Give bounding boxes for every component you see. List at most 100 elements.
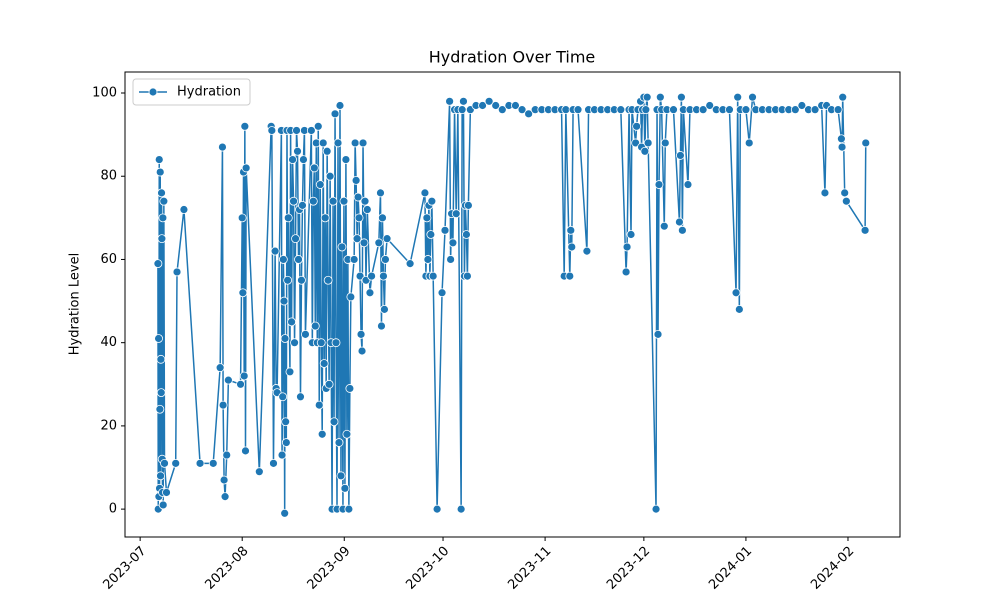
y-tick-label: 80: [100, 169, 117, 184]
data-point: [381, 255, 390, 264]
data-point: [676, 151, 685, 160]
data-point: [643, 138, 653, 148]
data-point: [362, 205, 372, 214]
data-point: [322, 146, 332, 156]
data-point: [352, 234, 362, 244]
data-point: [860, 225, 870, 235]
data-point: [642, 92, 652, 102]
data-point: [677, 225, 687, 235]
data-point: [306, 126, 316, 135]
data-point: [328, 196, 338, 206]
data-point: [154, 334, 163, 343]
data-point: [405, 259, 415, 269]
data-point: [462, 230, 471, 239]
data-point: [283, 275, 293, 285]
data-point: [314, 400, 324, 410]
data-point: [337, 242, 347, 252]
data-point: [861, 138, 871, 148]
data-point: [566, 225, 576, 235]
data-point: [160, 458, 169, 468]
data-point: [837, 142, 847, 152]
data-point: [290, 338, 299, 348]
data-point: [158, 500, 168, 510]
data-point: [459, 96, 468, 106]
data-point: [195, 458, 205, 468]
data-point: [354, 213, 364, 223]
data-point: [301, 329, 310, 339]
data-point: [238, 288, 248, 298]
data-point: [626, 230, 636, 239]
data-point: [833, 105, 843, 115]
data-point: [236, 379, 245, 389]
data-point: [382, 234, 392, 244]
data-point: [836, 134, 846, 144]
data-point: [356, 329, 366, 339]
y-tick-label: 100: [92, 86, 117, 101]
data-point: [283, 213, 293, 223]
data-point: [351, 175, 361, 185]
data-point: [353, 192, 363, 202]
data-point: [440, 225, 450, 235]
data-point: [172, 267, 182, 277]
data-point: [280, 334, 290, 343]
data-point: [491, 101, 501, 110]
data-point: [733, 92, 743, 102]
data-point: [316, 338, 326, 348]
data-point: [653, 329, 663, 339]
data-point: [156, 471, 165, 481]
data-point: [517, 105, 527, 115]
data-point: [291, 234, 300, 244]
data-point: [340, 483, 350, 493]
data-point: [655, 92, 665, 102]
data-point: [346, 292, 356, 302]
data-point: [432, 504, 442, 514]
data-point: [315, 180, 325, 189]
data-point: [281, 438, 291, 447]
data-point: [573, 105, 583, 115]
data-point: [313, 121, 323, 131]
data-point: [270, 246, 280, 256]
data-point: [157, 234, 167, 244]
data-point: [621, 267, 631, 277]
data-point: [448, 238, 458, 248]
data-point: [379, 271, 388, 281]
data-point: [698, 105, 708, 115]
data-point: [298, 200, 307, 210]
data-point: [293, 146, 302, 156]
data-point: [731, 288, 741, 298]
data-point: [330, 109, 340, 119]
y-axis-label: Hydration Level: [68, 253, 83, 355]
data-point: [157, 188, 166, 198]
data-point: [631, 138, 641, 148]
data-point: [309, 163, 319, 173]
data-point: [484, 96, 494, 106]
data-point: [567, 242, 577, 252]
data-point: [220, 492, 230, 502]
data-point: [319, 359, 329, 368]
data-point: [841, 196, 851, 206]
data-point: [582, 246, 592, 256]
data-point: [360, 196, 370, 206]
data-point: [215, 363, 225, 373]
data-point: [287, 317, 296, 327]
data-point: [660, 138, 670, 148]
data-point: [463, 200, 473, 210]
data-point: [838, 92, 848, 102]
data-point: [456, 504, 466, 514]
data-point: [683, 180, 693, 189]
legend-label: Hydration: [177, 85, 241, 100]
data-point: [333, 138, 343, 148]
data-point: [239, 371, 249, 381]
data-point: [288, 155, 297, 164]
data-point: [323, 275, 333, 285]
data-point: [292, 126, 301, 135]
data-point: [156, 354, 166, 364]
data-point: [331, 338, 341, 348]
data-point: [222, 450, 232, 460]
data-point: [741, 105, 751, 115]
data-point: [420, 188, 430, 198]
data-point: [324, 379, 334, 389]
data-point: [208, 458, 218, 468]
data-point: [358, 138, 368, 148]
data-point: [378, 213, 387, 223]
